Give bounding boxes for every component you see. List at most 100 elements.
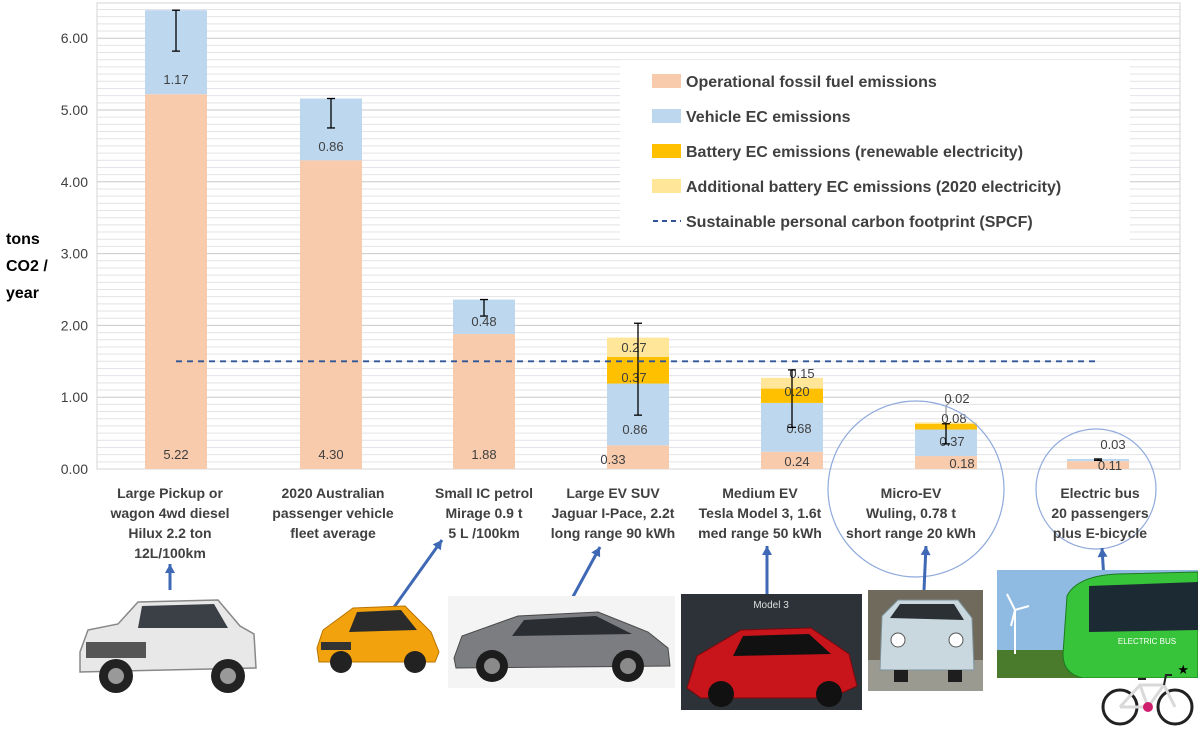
bar-segment: [300, 160, 362, 469]
pointer-arrowhead: [1097, 548, 1108, 558]
data-label: 0.18: [949, 456, 974, 471]
electric-bus-photo: ELECTRIC BUS: [997, 570, 1198, 678]
legend-label: Vehicle EC emissions: [686, 109, 851, 126]
wuling-micro-ev-photo: [868, 590, 983, 691]
micro-ev-highlight-circle: [827, 400, 1005, 578]
pointer-arrowhead: [591, 547, 601, 558]
category-label-line: Small IC petrol: [434, 485, 534, 501]
y-tick-label: 4.00: [61, 174, 88, 190]
category-label-line: long range 90 kWh: [550, 525, 676, 541]
pointer-arrowhead: [920, 546, 931, 556]
pointer-arrowhead: [432, 540, 442, 551]
y-tick-label: 3.00: [61, 246, 88, 262]
bar-segment: [915, 456, 977, 469]
y-axis-label: tons CO2 / year: [6, 226, 48, 307]
pointer-arrowhead: [165, 564, 175, 573]
category-label-line: 12L/100km: [134, 545, 206, 561]
y-tick-label: 5.00: [61, 102, 88, 118]
data-label: 0.15: [789, 366, 814, 381]
data-label: 1.88: [471, 447, 496, 462]
tesla-model-3-badge: Model 3: [753, 600, 789, 611]
category-label-line: Large EV SUV: [566, 485, 660, 501]
category-label-line: Wuling, 0.78 t: [866, 505, 956, 521]
jaguar-i-pace-photo: [448, 596, 675, 688]
category-label-line: short range 20 kWh: [846, 525, 976, 541]
category-label-line: Hilux 2.2 ton: [128, 525, 212, 541]
y-tick-label: 0.00: [61, 461, 88, 477]
bar-segment: [145, 94, 207, 469]
y-tick-label: 2.00: [61, 317, 88, 333]
category-label-line: Mirage 0.9 t: [445, 505, 523, 521]
y-axis-label-line: year: [6, 285, 39, 302]
category-label-line: Electric bus: [1060, 485, 1140, 501]
data-label: 0.37: [621, 370, 646, 385]
category-label-electric-bus: Electric bus 20 passengers plus E-bicycl…: [1020, 483, 1180, 543]
category-label-pickup: Large Pickup or wagon 4wd diesel Hilux 2…: [90, 483, 250, 563]
bar-segment: [1067, 461, 1129, 469]
pointer-arrow: [567, 546, 602, 605]
pointer-arrow: [390, 539, 444, 611]
data-label: 1.17: [163, 72, 188, 87]
category-label-medium-ev: Medium EV Tesla Model 3, 1.6t med range …: [680, 483, 840, 543]
star-icon: ★: [1177, 662, 1189, 677]
category-label-line: med range 50 kWh: [698, 525, 822, 541]
category-label-small-ic: Small IC petrol Mirage 0.9 t 5 L /100km: [404, 483, 564, 543]
data-label: 0.11: [1098, 458, 1122, 473]
electric-bus-sign: ELECTRIC BUS: [1118, 637, 1176, 646]
electric-bus-highlight-circle: [1035, 428, 1157, 550]
category-label-line: Tesla Model 3, 1.6t: [698, 505, 822, 521]
category-label-line: fleet average: [290, 525, 376, 541]
category-label-line: wagon 4wd diesel: [110, 505, 230, 521]
bar-segment: [915, 422, 977, 424]
category-label-line: 2020 Australian: [281, 485, 385, 501]
legend-swatch: [652, 74, 681, 88]
bar-segment: [453, 334, 515, 469]
data-label: 0.03: [1100, 437, 1125, 452]
data-label: 0.27: [621, 340, 646, 355]
data-label: 0.37: [939, 434, 964, 449]
data-label: 0.24: [784, 454, 809, 469]
legend-swatch: [652, 144, 681, 158]
category-label-line: Medium EV: [722, 485, 798, 501]
category-label-line: 5 L /100km: [448, 525, 520, 541]
category-label-large-ev: Large EV SUV Jaguar I-Pace, 2.2t long ra…: [533, 483, 693, 543]
y-axis-label-line: CO2 /: [6, 258, 48, 275]
data-label: 4.30: [318, 447, 343, 462]
legend-swatch: [652, 109, 681, 123]
category-label-line: Jaguar I-Pace, 2.2t: [551, 505, 675, 521]
y-tick-label: 1.00: [61, 389, 88, 405]
y-tick-label: 6.00: [61, 30, 88, 46]
legend: Operational fossil fuel emissions Vehicle…: [620, 60, 1130, 240]
bar-segment: [761, 451, 823, 469]
legend-label: Additional battery EC emissions (2020 el…: [686, 179, 1061, 196]
y-axis-label-line: tons: [6, 231, 40, 248]
data-label: 0.02: [944, 391, 969, 406]
category-label-line: Large Pickup or: [117, 485, 223, 501]
legend-label: Sustainable personal carbon footprint (S…: [686, 214, 1033, 231]
category-label-line: plus E-bicycle: [1052, 525, 1148, 541]
category-label-micro-ev: Micro-EV Wuling, 0.78 t short range 20 k…: [831, 483, 991, 543]
data-label: 5.22: [163, 447, 188, 462]
legend-label: Battery EC emissions (renewable electric…: [686, 144, 1023, 161]
legend-background: [620, 60, 1130, 240]
data-label: 0.48: [471, 314, 496, 329]
bar-segment: [607, 445, 669, 469]
category-label-line: passenger vehicle: [272, 505, 394, 521]
category-label-fleet-average: 2020 Australian passenger vehicle fleet …: [253, 483, 413, 543]
pickup-truck-photo: [68, 590, 263, 705]
category-label-line: Micro-EV: [880, 485, 942, 501]
mitsubishi-mirage-photo: [316, 605, 440, 673]
category-label-line: 20 passengers: [1051, 505, 1149, 521]
data-label: 0.33: [600, 452, 625, 467]
data-label: 0.86: [622, 422, 647, 437]
data-label: 0.68: [786, 421, 811, 436]
e-bicycle-photo: ★: [1100, 662, 1195, 727]
data-label: 0.86: [318, 139, 343, 154]
data-label: 0.20: [784, 384, 809, 399]
legend-swatch: [652, 179, 681, 193]
tesla-model-3-photo: Model 3: [681, 594, 862, 710]
data-label: 0.08: [941, 411, 966, 426]
pointer-arrowhead: [762, 546, 772, 555]
legend-label: Operational fossil fuel emissions: [686, 74, 937, 91]
